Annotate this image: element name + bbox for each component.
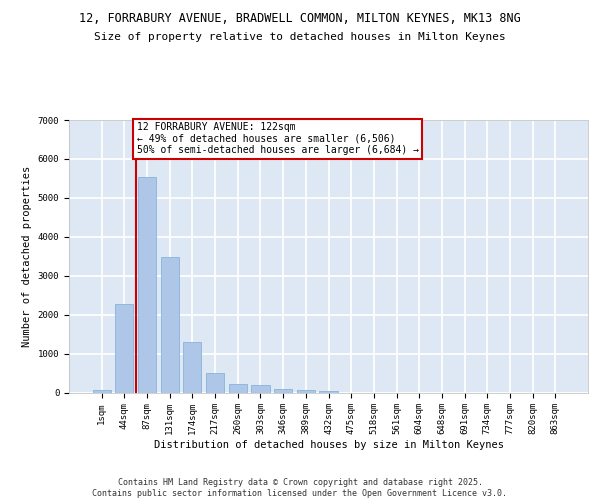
Bar	[274, 388, 292, 392]
Text: 12, FORRABURY AVENUE, BRADWELL COMMON, MILTON KEYNES, MK13 8NG: 12, FORRABURY AVENUE, BRADWELL COMMON, M…	[79, 12, 521, 26]
Text: Contains HM Land Registry data © Crown copyright and database right 2025.
Contai: Contains HM Land Registry data © Crown c…	[92, 478, 508, 498]
Text: Size of property relative to detached houses in Milton Keynes: Size of property relative to detached ho…	[94, 32, 506, 42]
Bar	[251, 384, 269, 392]
Bar	[184, 342, 202, 392]
Text: 12 FORRABURY AVENUE: 122sqm
← 49% of detached houses are smaller (6,506)
50% of : 12 FORRABURY AVENUE: 122sqm ← 49% of det…	[137, 122, 419, 155]
Bar	[297, 390, 315, 392]
Y-axis label: Number of detached properties: Number of detached properties	[22, 166, 32, 347]
Bar	[161, 258, 179, 392]
Bar	[206, 374, 224, 392]
Bar	[229, 384, 247, 392]
Bar	[319, 390, 338, 392]
Bar	[115, 304, 133, 392]
X-axis label: Distribution of detached houses by size in Milton Keynes: Distribution of detached houses by size …	[154, 440, 503, 450]
Bar	[92, 390, 111, 392]
Bar	[138, 177, 156, 392]
